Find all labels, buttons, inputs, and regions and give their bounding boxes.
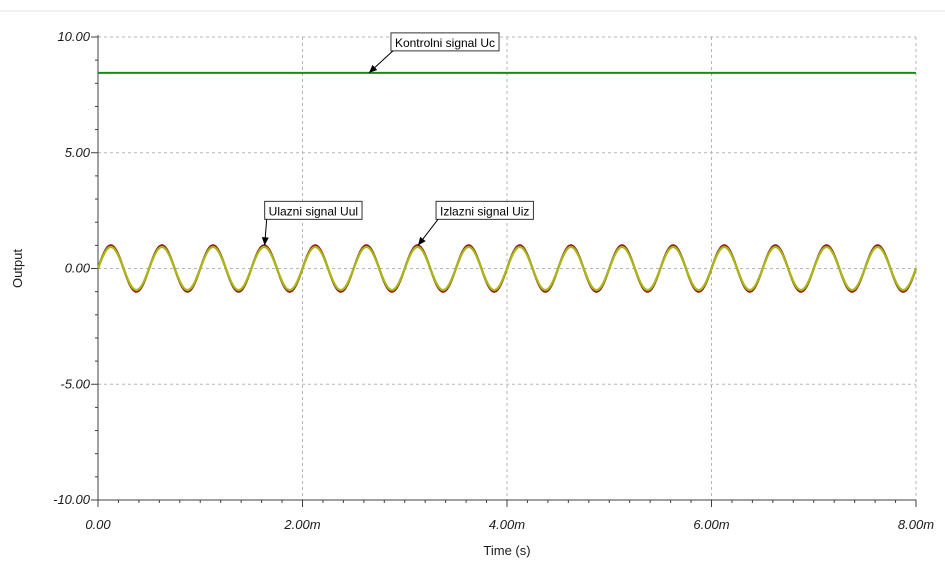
- x-tick-label: 6.00m: [693, 517, 729, 532]
- annotation-label: Kontrolni signal Uc: [395, 36, 495, 50]
- y-axis-title: Output: [10, 249, 25, 288]
- y-tick-label: 10.00: [57, 29, 90, 44]
- y-tick-label: 0.00: [65, 261, 91, 276]
- annotations: Kontrolni signal Uc Ulazni signal Uul Izla…: [261, 32, 534, 246]
- annotation-arrowhead: [418, 236, 426, 246]
- x-axis-title: Time (s): [483, 543, 530, 558]
- axes: 0.00 2.00m 4.00m 6.00m 8.00m 10.00 5.00 0.00 -5.…: [0, 10, 945, 532]
- y-tick-label: -5.00: [60, 376, 90, 391]
- annotation-label: Izlazni signal Uiz: [440, 204, 529, 218]
- x-tick-label: 2.00m: [283, 517, 320, 532]
- annotation-arrowhead: [261, 237, 269, 246]
- series-line-3: [96, 245, 918, 292]
- annotation-arrowhead: [368, 64, 378, 73]
- x-tick-label: 8.00m: [898, 517, 934, 532]
- annotation: Kontrolni signal Uc: [368, 32, 500, 74]
- x-tick-label: 4.00m: [489, 517, 525, 532]
- annotation-label: Ulazni signal Uul: [269, 204, 358, 218]
- annotation: Ulazni signal Uul: [261, 200, 363, 246]
- y-tick-label: -10.00: [53, 492, 91, 507]
- x-tick-label: 0.00: [85, 517, 111, 532]
- annotation: Izlazni signal Uiz: [417, 200, 534, 246]
- y-tick-label: 5.00: [65, 145, 91, 160]
- annotation-box: [435, 200, 534, 220]
- series: [96, 71, 918, 293]
- annotation-box: [264, 200, 363, 220]
- annotation-box: [390, 32, 500, 52]
